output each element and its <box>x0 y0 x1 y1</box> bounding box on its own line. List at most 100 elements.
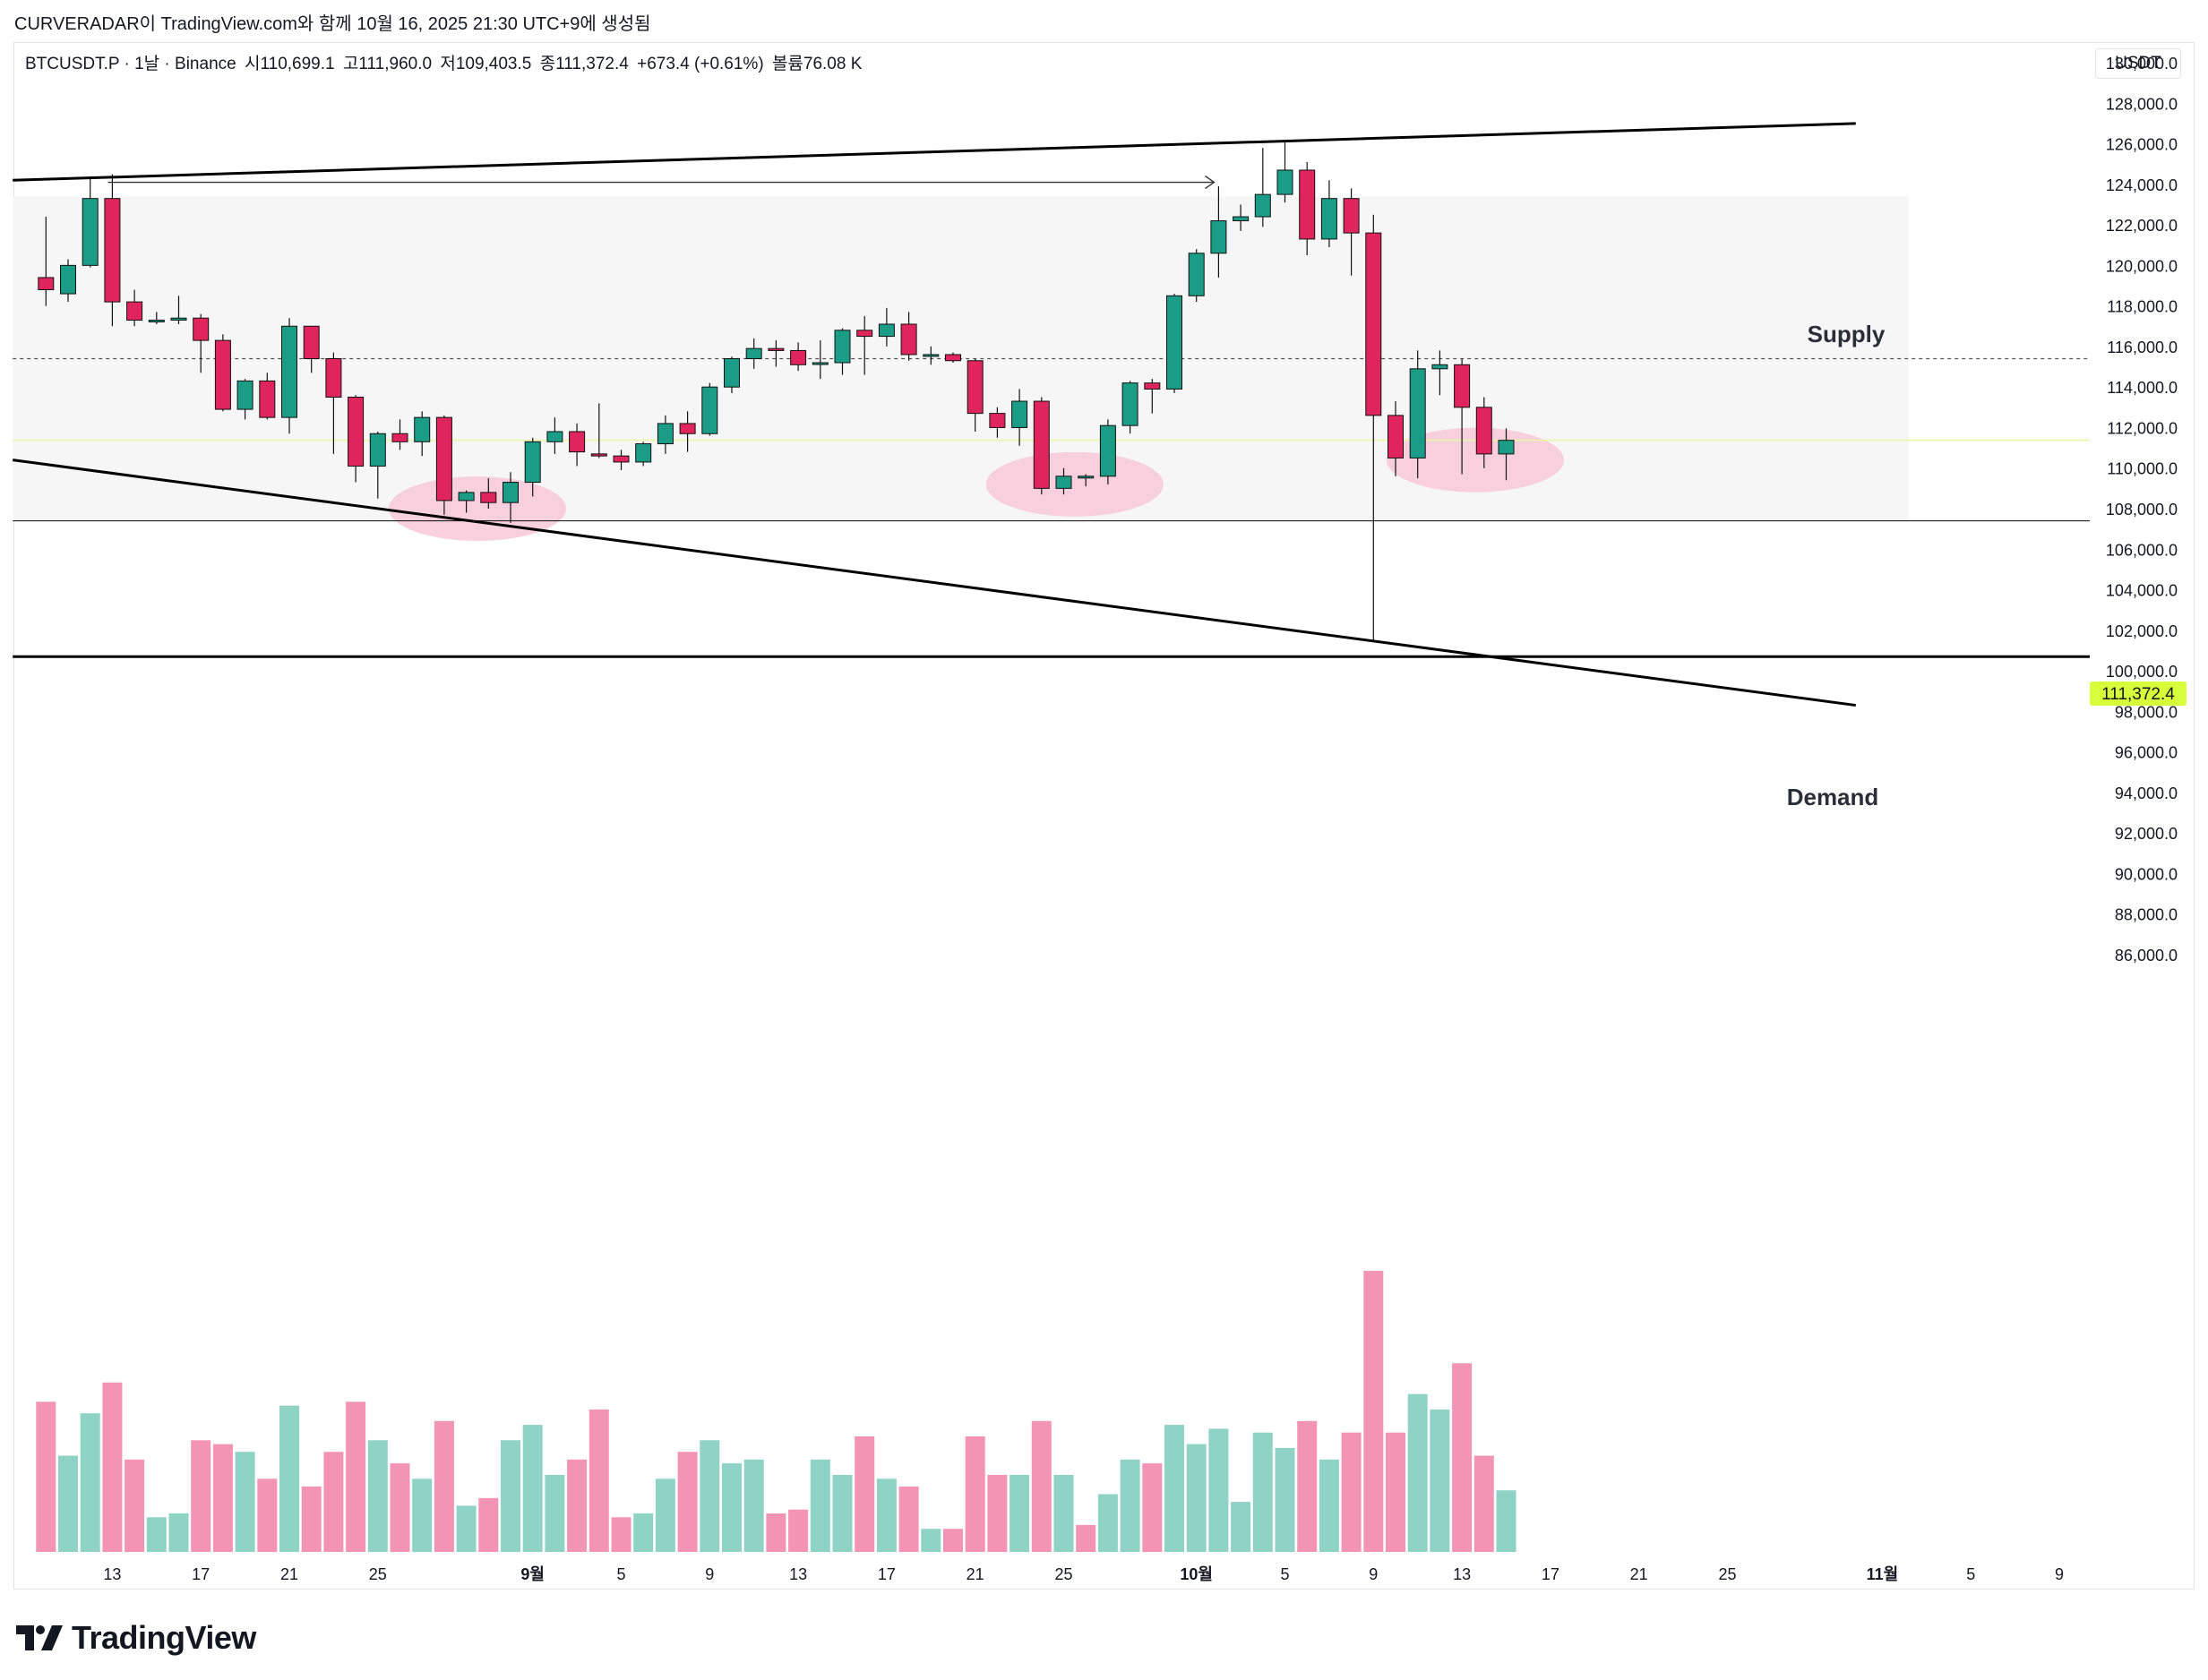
candle[interactable] <box>923 346 940 365</box>
candle[interactable] <box>214 334 231 412</box>
candle[interactable] <box>790 342 807 372</box>
supply-label: Supply <box>1808 321 1886 347</box>
price-tick-label: 128,000.0 <box>2106 95 2178 113</box>
candle[interactable] <box>1431 350 1448 396</box>
candle[interactable] <box>1343 188 1360 276</box>
candle[interactable] <box>856 315 873 375</box>
candle[interactable] <box>701 382 718 436</box>
price-tick-label: 102,000.0 <box>2106 622 2178 640</box>
candle[interactable] <box>126 289 143 327</box>
candle[interactable] <box>1320 180 1337 247</box>
candle[interactable] <box>524 437 541 497</box>
candle[interactable] <box>503 472 519 523</box>
candle[interactable] <box>170 296 187 325</box>
candle[interactable] <box>1188 249 1205 303</box>
candle[interactable] <box>679 411 696 452</box>
candle[interactable] <box>1121 381 1138 434</box>
candle[interactable] <box>259 373 276 420</box>
candle[interactable] <box>38 217 55 306</box>
candle[interactable] <box>1254 148 1271 227</box>
candle-body <box>435 416 452 501</box>
touch-highlights <box>388 427 1564 541</box>
candle[interactable] <box>1210 186 1227 278</box>
price-tick-label: 104,000.0 <box>2106 582 2178 600</box>
time-tick-label: 13 <box>789 1565 807 1583</box>
candle[interactable] <box>768 340 785 367</box>
candle[interactable] <box>325 352 342 454</box>
candle[interactable] <box>1299 161 1316 256</box>
candle-body <box>1254 193 1271 218</box>
candle[interactable] <box>369 431 386 499</box>
candle[interactable] <box>1475 397 1492 468</box>
candle[interactable] <box>1233 204 1250 231</box>
candle[interactable] <box>1498 428 1515 481</box>
candle[interactable] <box>104 174 121 327</box>
candle-body <box>790 349 807 365</box>
candle[interactable] <box>458 490 475 513</box>
candle[interactable] <box>281 318 297 434</box>
tradingview-logo-icon <box>16 1625 63 1650</box>
candle-body <box>303 325 320 359</box>
candle[interactable] <box>569 423 586 467</box>
candle[interactable] <box>348 395 365 483</box>
candle-body <box>945 354 961 362</box>
candle[interactable] <box>967 358 984 432</box>
price-tick-label: 106,000.0 <box>2106 541 2178 559</box>
legend-low: 저109,403.5 <box>440 55 532 73</box>
candle[interactable] <box>1166 294 1182 393</box>
candle[interactable] <box>635 441 652 467</box>
upper-trendline[interactable] <box>13 122 1856 182</box>
candle[interactable] <box>1454 358 1471 475</box>
candle[interactable] <box>590 403 607 459</box>
candle[interactable] <box>1033 397 1050 495</box>
volume-bar <box>788 1509 809 1552</box>
volume-bar <box>301 1486 322 1552</box>
tradingview-logo[interactable]: TradingView <box>16 1619 256 1657</box>
volume-bar <box>1120 1459 1140 1552</box>
candle[interactable] <box>391 419 408 450</box>
candle[interactable] <box>546 417 563 454</box>
candle[interactable] <box>193 313 210 373</box>
volume-bar <box>1319 1459 1339 1552</box>
candle[interactable] <box>724 356 740 393</box>
volume-bar <box>146 1517 167 1552</box>
price-tick-label: 124,000.0 <box>2106 176 2178 194</box>
lower-trendline[interactable] <box>13 459 1856 707</box>
candle[interactable] <box>1276 140 1293 203</box>
candle[interactable] <box>1055 467 1072 495</box>
candle[interactable] <box>82 178 99 268</box>
candle[interactable] <box>1144 379 1161 414</box>
candle[interactable] <box>1078 474 1095 487</box>
currency-unit-button[interactable]: USDT <box>2095 48 2181 79</box>
candle[interactable] <box>989 407 1006 438</box>
candle[interactable] <box>1099 419 1116 484</box>
candle[interactable] <box>60 259 76 303</box>
candle[interactable] <box>480 478 497 509</box>
candle[interactable] <box>435 415 452 515</box>
volume-bar <box>876 1479 897 1552</box>
legend-symbol[interactable]: BTCUSDT.P · 1날 · Binance <box>25 55 236 73</box>
candle[interactable] <box>812 340 829 380</box>
price-tick-label: 94,000.0 <box>2115 784 2178 802</box>
candle[interactable] <box>945 352 961 364</box>
candle[interactable] <box>414 411 431 457</box>
time-tick-label: 17 <box>192 1565 210 1583</box>
candle[interactable] <box>1365 214 1382 641</box>
candle[interactable] <box>303 325 320 373</box>
time-tick-label: 9월 <box>520 1565 545 1583</box>
candle[interactable] <box>900 312 917 361</box>
zone-labels: Supply Demand <box>1787 321 1886 810</box>
candle[interactable] <box>236 379 253 420</box>
candle[interactable] <box>745 338 762 369</box>
candle[interactable] <box>878 307 895 347</box>
candle[interactable] <box>1409 350 1426 479</box>
time-tick-label: 17 <box>1542 1565 1559 1583</box>
candle[interactable] <box>148 312 165 325</box>
candle[interactable] <box>834 328 851 375</box>
candle[interactable] <box>657 415 674 454</box>
candle[interactable] <box>1388 401 1404 476</box>
candle[interactable] <box>613 450 630 470</box>
volume-bar <box>1097 1494 1118 1552</box>
candle[interactable] <box>1011 389 1028 446</box>
